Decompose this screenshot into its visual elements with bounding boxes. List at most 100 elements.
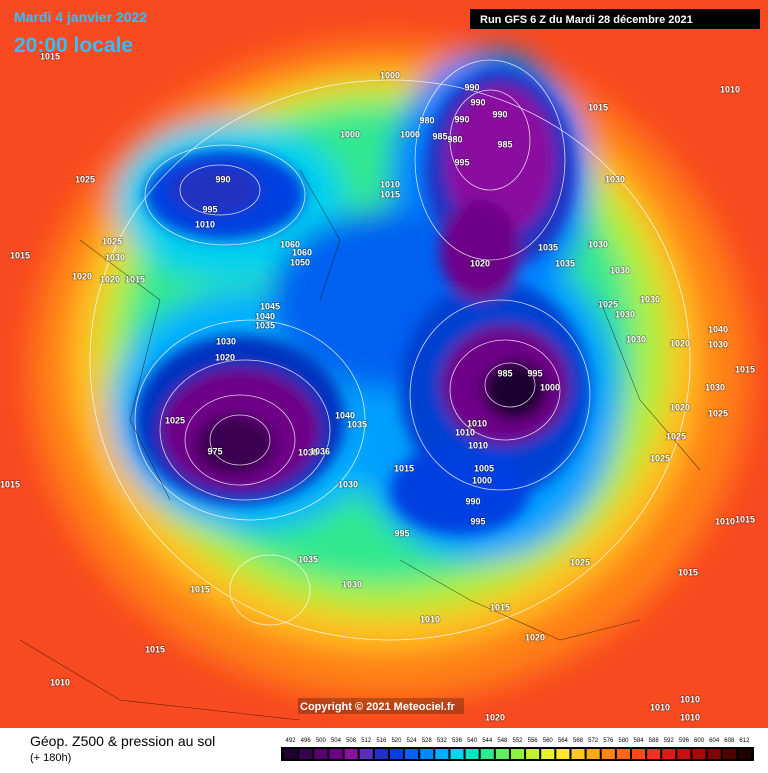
isobar-label: 1000 xyxy=(540,382,560,392)
isobar-label: 990 xyxy=(465,496,480,506)
field xyxy=(0,0,768,728)
scale-label: 596 xyxy=(679,738,690,744)
scale-swatch xyxy=(374,749,388,759)
scale-label: 572 xyxy=(588,738,599,744)
scale-label: 520 xyxy=(391,738,402,744)
scale-label: 524 xyxy=(407,738,418,744)
isobar-label: 1015 xyxy=(125,274,145,284)
isobar-label: 1010 xyxy=(680,694,700,704)
isobar-label: 1035 xyxy=(347,419,367,429)
scale-label: 580 xyxy=(618,738,629,744)
scale-label: 592 xyxy=(664,738,675,744)
isobar-label: 1010 xyxy=(467,418,487,428)
isobar-label: 1010 xyxy=(720,84,740,94)
isobar-label: 1010 xyxy=(380,179,400,189)
scale-swatch xyxy=(420,749,434,759)
isobar-label: 1025 xyxy=(598,299,618,309)
isobar-label: 1025 xyxy=(75,174,95,184)
isobar-label: 1015 xyxy=(588,102,608,112)
isobar-label: 995 xyxy=(202,204,217,214)
isobar-label: 1015 xyxy=(678,567,698,577)
isobar-label: 1005 xyxy=(474,463,494,473)
scale-swatch xyxy=(314,749,328,759)
isobar-label: 1030 xyxy=(298,447,318,457)
isobar-label: 1015 xyxy=(40,51,60,61)
isobar-label: 1030 xyxy=(705,382,725,392)
isobar-label: 1015 xyxy=(394,463,414,473)
scale-label: 584 xyxy=(634,738,645,744)
scale-swatch xyxy=(616,749,630,759)
scale-swatch xyxy=(284,749,298,759)
isobar-label: 990 xyxy=(454,114,469,124)
isobar-label: 1010 xyxy=(50,677,70,687)
isobar-label: 1030 xyxy=(605,174,625,184)
isobar-label: 1045 xyxy=(260,301,280,311)
isobar-label: 1030 xyxy=(216,336,236,346)
scale-label: 568 xyxy=(573,738,584,744)
scale-label: 496 xyxy=(301,738,312,744)
scale-swatch xyxy=(329,749,343,759)
isobar-label: 1010 xyxy=(455,427,475,437)
scale-label: 516 xyxy=(376,738,387,744)
isobar-labels: 1010 1015 1025 1015 1025 1030 1020 1020 1015 990 9… xyxy=(0,51,756,724)
scale-swatch xyxy=(526,749,540,759)
scale-swatch xyxy=(677,749,691,759)
scale-label: 528 xyxy=(422,738,433,744)
scale-swatch xyxy=(299,749,313,759)
isobar-label: 995 xyxy=(394,528,409,538)
isobar-label: 1060 xyxy=(280,239,300,249)
isobar-label: 1010 xyxy=(715,516,735,526)
isobar-label: 1030 xyxy=(588,239,608,249)
isobar-label: 1040 xyxy=(708,324,728,334)
isobar-label: 1015 xyxy=(145,644,165,654)
isobar-label: 1025 xyxy=(102,236,122,246)
isobar-label: 1040 xyxy=(335,410,355,420)
legend-lead: (+ 180h) xyxy=(30,752,71,764)
scale-swatch xyxy=(405,749,419,759)
scale-label: 556 xyxy=(528,738,539,744)
isobar-label: 1010 xyxy=(650,702,670,712)
isobar-label: 1035 xyxy=(255,320,275,330)
isobar-label: 1000 xyxy=(340,129,360,139)
copyright-box xyxy=(298,698,464,714)
isobar-label: 1030 xyxy=(105,252,125,262)
isobar-label: 1060 xyxy=(292,247,312,257)
scale-swatch xyxy=(631,749,646,759)
isobar-label: 1020 xyxy=(100,274,120,284)
isobar-label: 1020 xyxy=(670,402,690,412)
isobar-label: 985 xyxy=(497,139,512,149)
isobar-label: 1030 xyxy=(338,479,358,489)
scale-swatch xyxy=(722,749,736,759)
scale-label: 544 xyxy=(482,738,493,744)
isobar-label: 1030 xyxy=(708,339,728,349)
isobar-label: 1000 xyxy=(380,70,400,80)
isobar-label: 1000 xyxy=(472,475,492,485)
isobar-label: 1025 xyxy=(666,431,686,441)
scale-swatch xyxy=(692,749,706,759)
scale-label: 500 xyxy=(316,738,327,744)
scale-swatch xyxy=(389,749,404,759)
scale-label: 540 xyxy=(467,738,478,744)
isobar-label: 980 xyxy=(419,115,434,125)
isobar-label: 1020 xyxy=(485,712,505,722)
scale-swatch xyxy=(541,749,555,759)
isobar-label: 975 xyxy=(207,446,222,456)
isobar-label: 1020 xyxy=(72,271,92,281)
scale-label: 552 xyxy=(512,738,523,744)
scale-swatch xyxy=(737,749,751,759)
isobar-label: 1050 xyxy=(290,257,310,267)
scale-label: 588 xyxy=(649,738,660,744)
scale-swatch xyxy=(707,749,721,759)
isobar-label: 995 xyxy=(454,157,469,167)
isobar-label: 1015 xyxy=(0,479,20,489)
isobar-label: 980 xyxy=(447,134,462,144)
scale-swatch xyxy=(571,749,585,759)
isobar-label: 1015 xyxy=(490,602,510,612)
isobar-label: 1030 xyxy=(626,334,646,344)
isobar-label: 1030 xyxy=(640,294,660,304)
scale-swatch xyxy=(556,749,570,759)
scale-label: 512 xyxy=(361,738,372,744)
color-scale: 492 496 500 504 508 512 516 520 524 528 532 536 540 5… xyxy=(281,738,754,761)
isobar-label: 1035 xyxy=(298,554,318,564)
isobar-label: 1020 xyxy=(525,632,545,642)
